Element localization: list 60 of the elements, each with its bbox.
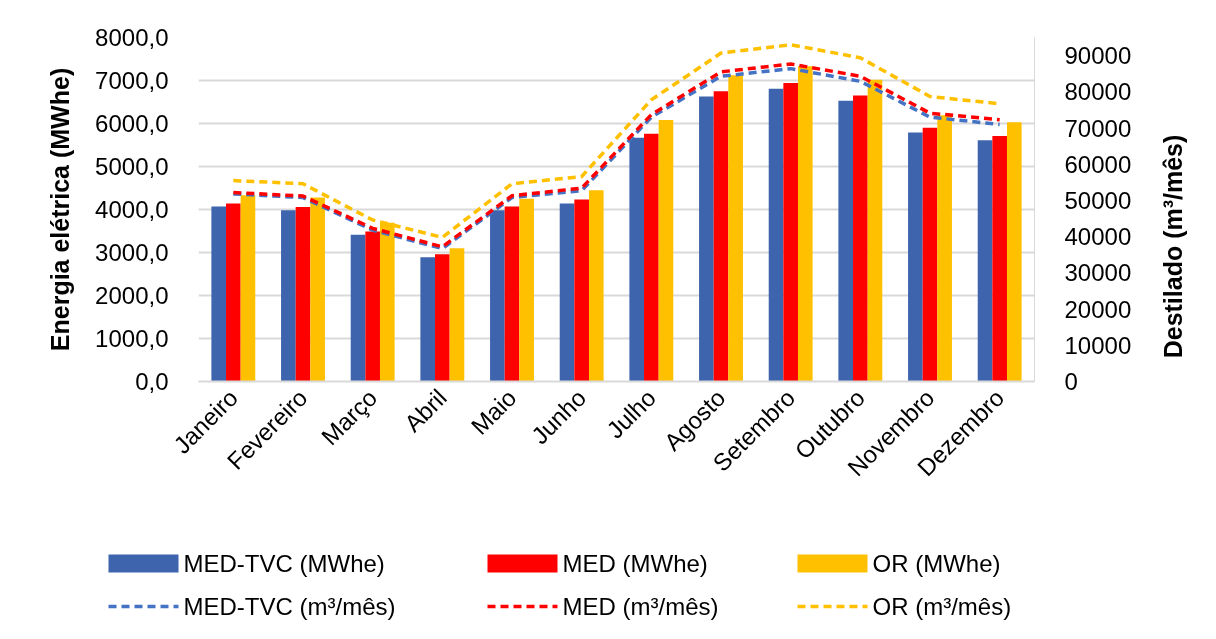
bar [350, 234, 366, 382]
bar [226, 203, 241, 382]
y2-tick-label: 70000 [1064, 114, 1132, 142]
y-tick-label: 1000,0 [95, 325, 169, 352]
bar [977, 140, 993, 382]
y-tick-label: 8000,0 [95, 24, 169, 51]
y-tick-label: 0,0 [135, 368, 169, 395]
bar [559, 203, 575, 382]
bar [629, 137, 645, 382]
bar [797, 66, 813, 382]
y2-tick-label: 40000 [1064, 223, 1132, 251]
y-tick-label: 5000,0 [95, 153, 169, 180]
bar [713, 91, 729, 382]
bar [937, 115, 952, 382]
bar [728, 75, 743, 382]
bar [490, 210, 505, 382]
legend-label: MED (m³/mês) [562, 593, 719, 620]
bar [838, 100, 854, 382]
y-tick-label: 3000,0 [95, 239, 169, 266]
y-tick-label: 2000,0 [95, 282, 169, 309]
y2-tick-label: 90000 [1064, 42, 1132, 70]
y-tick-label: 7000,0 [95, 67, 169, 94]
bar [211, 206, 227, 382]
y-axis-title: Energia elétrica (MWhe) [46, 67, 75, 352]
bar [783, 83, 798, 382]
bar [574, 199, 589, 382]
legend-label: MED-TVC (MWhe) [183, 550, 385, 577]
bar [644, 133, 659, 382]
bar [295, 206, 311, 382]
bar [853, 95, 868, 382]
bar [420, 257, 436, 382]
bar [699, 96, 714, 382]
bar [992, 135, 1007, 382]
y-tick-label: 4000,0 [95, 196, 169, 223]
y2-tick-label: 0 [1064, 368, 1078, 395]
legend-label: MED-TVC (m³/mês) [183, 593, 396, 620]
bar [435, 254, 450, 382]
bar [504, 206, 520, 382]
y2-tick-label: 20000 [1064, 295, 1132, 323]
y2-tick-label: 60000 [1064, 150, 1132, 178]
bar [281, 210, 296, 382]
legend-label: OR (MWhe) [872, 550, 1001, 577]
bar [588, 190, 604, 382]
bar [922, 127, 938, 382]
y2-tick-label: 30000 [1064, 259, 1132, 287]
bar [908, 132, 923, 382]
bar [768, 88, 784, 382]
bar [867, 79, 883, 382]
bar [1006, 122, 1022, 382]
legend-label: OR (m³/mês) [872, 593, 1012, 620]
bar [658, 120, 674, 382]
y2-tick-label: 80000 [1064, 78, 1132, 106]
y2-tick-label: 10000 [1064, 331, 1132, 359]
legend-label: MED (MWhe) [562, 550, 708, 577]
y2-axis-title: Destilado (m³/mês) [1158, 134, 1187, 359]
y2-tick-label: 50000 [1064, 186, 1132, 214]
bar [240, 195, 256, 382]
bar [519, 198, 534, 382]
bar [449, 248, 465, 382]
y-tick-label: 6000,0 [95, 110, 169, 137]
